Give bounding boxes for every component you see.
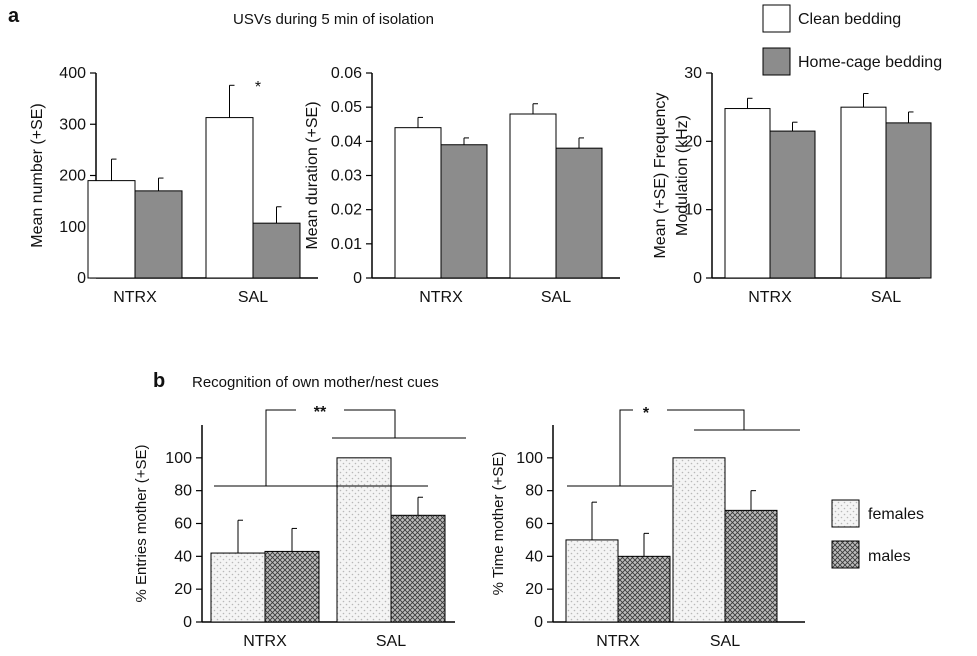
y-tick-label: 100 (165, 450, 192, 467)
y-tick-label: 20 (525, 581, 543, 598)
y-axis-label: % Time mother (+SE) (490, 452, 507, 596)
y-tick-label: 40 (525, 548, 543, 565)
y-tick-label: 60 (525, 516, 543, 533)
y-axis-label: % Entries mother (+SE) (133, 445, 150, 603)
chart-time-mother: 0 20 40 60 80 100 % Time mother (+SE) NTRX SAL * (490, 405, 805, 650)
chart-mean-duration: 0 0.01 0.02 0.03 0.04 0.05 0.06 Mean duration (… (304, 65, 620, 306)
x-tick-label: NTRX (748, 289, 792, 306)
y-tick-label: 40 (174, 548, 192, 565)
legend-label-home-cage-bedding: Home-cage bedding (798, 54, 942, 71)
significance-bracket-sal (667, 409, 800, 431)
x-tick-label: NTRX (596, 633, 640, 650)
y-axis-label: Mean (+SE) Frequency (652, 93, 669, 259)
y-tick-label: 0 (77, 270, 86, 287)
legend-swatch-home-cage-bedding (762, 47, 791, 76)
bar-clean-bedding-ntrx (724, 108, 771, 279)
y-tick-label: 0.06 (331, 65, 362, 82)
bar-females-sal (336, 457, 392, 623)
y-axis-label: Modulation (kHz) (674, 115, 691, 236)
y-tick-label: 0 (183, 614, 192, 631)
bar-home-cage-bedding-ntrx (134, 190, 183, 279)
bar-home-cage-bedding-sal (252, 222, 301, 279)
bar-females-sal (672, 457, 726, 623)
chart-frequency-modulation: 0 10 20 30 Mean (+SE) Frequency Modulation (k… (652, 65, 932, 306)
chart-entries-mother: 0 20 40 60 80 100 % Entries mother (+SE) NTRX SA… (133, 404, 466, 650)
panel-a-title: USVs during 5 min of isolation (233, 11, 434, 28)
y-tick-label: 300 (59, 116, 86, 133)
bar-males-ntrx (617, 555, 671, 623)
bar-females-ntrx (565, 539, 619, 623)
y-tick-label: 20 (684, 133, 702, 150)
y-axis-label: Mean number (+SE) (29, 103, 46, 248)
bar-clean-bedding-sal (840, 106, 887, 279)
y-tick-label: 80 (525, 483, 543, 500)
legend-label-females: females (868, 506, 924, 523)
y-tick-label: 0.04 (331, 133, 362, 150)
x-tick-label: SAL (238, 289, 268, 306)
x-tick-label: NTRX (419, 289, 463, 306)
panel-b-title: Recognition of own mother/nest cues (192, 374, 439, 391)
x-tick-label: SAL (376, 633, 406, 650)
bar-clean-bedding-sal (205, 117, 254, 279)
y-tick-label: 20 (174, 581, 192, 598)
bar-males-ntrx (264, 550, 320, 623)
y-tick-label: 0.01 (331, 236, 362, 253)
y-tick-label: 200 (59, 168, 86, 185)
y-tick-label: 0 (534, 614, 543, 631)
x-tick-label: SAL (541, 289, 571, 306)
bar-home-cage-bedding-sal (555, 147, 603, 279)
bar-clean-bedding-sal (509, 113, 557, 279)
bar-home-cage-bedding-ntrx (440, 144, 488, 279)
significance-marker: * (255, 79, 261, 96)
panel-a-label: a (8, 5, 20, 27)
bar-home-cage-bedding-sal (885, 122, 932, 279)
significance-bracket-ntrx (214, 409, 428, 487)
y-tick-label: 0.05 (331, 99, 362, 116)
significance-marker: ** (314, 404, 327, 421)
bar-males-sal (390, 514, 446, 623)
y-tick-label: 0 (353, 270, 362, 287)
chart-mean-number: 0 100 200 300 400 Mean number (+SE) NTRX SAL * (29, 65, 318, 306)
y-tick-label: 0.03 (331, 168, 362, 185)
y-tick-label: 0 (693, 270, 702, 287)
legend-label-males: males (868, 548, 911, 565)
bar-clean-bedding-ntrx (394, 127, 442, 279)
x-tick-label: NTRX (113, 289, 157, 306)
x-tick-label: NTRX (243, 633, 287, 650)
panel-b-label: b (153, 370, 165, 392)
legend-swatch-males (831, 540, 860, 569)
y-tick-label: 100 (516, 450, 543, 467)
y-tick-label: 100 (59, 219, 86, 236)
y-tick-label: 80 (174, 483, 192, 500)
y-tick-label: 400 (59, 65, 86, 82)
y-tick-label: 60 (174, 516, 192, 533)
bar-home-cage-bedding-ntrx (769, 130, 816, 279)
bar-clean-bedding-ntrx (87, 180, 136, 279)
x-tick-label: SAL (710, 633, 740, 650)
significance-marker: * (643, 405, 650, 422)
legend-label-clean-bedding: Clean bedding (798, 11, 901, 28)
significance-bracket-ntrx (567, 409, 672, 487)
y-tick-label: 0.02 (331, 202, 362, 219)
legend-swatch-clean-bedding (762, 4, 791, 33)
y-axis-label: Mean duration (+SE) (304, 101, 321, 249)
legend-swatch-females (831, 499, 860, 528)
x-tick-label: SAL (871, 289, 901, 306)
y-tick-label: 10 (684, 202, 702, 219)
y-tick-label: 30 (684, 65, 702, 82)
bar-males-sal (724, 509, 778, 623)
significance-bracket-sal (332, 409, 466, 439)
bar-females-ntrx (210, 552, 266, 623)
